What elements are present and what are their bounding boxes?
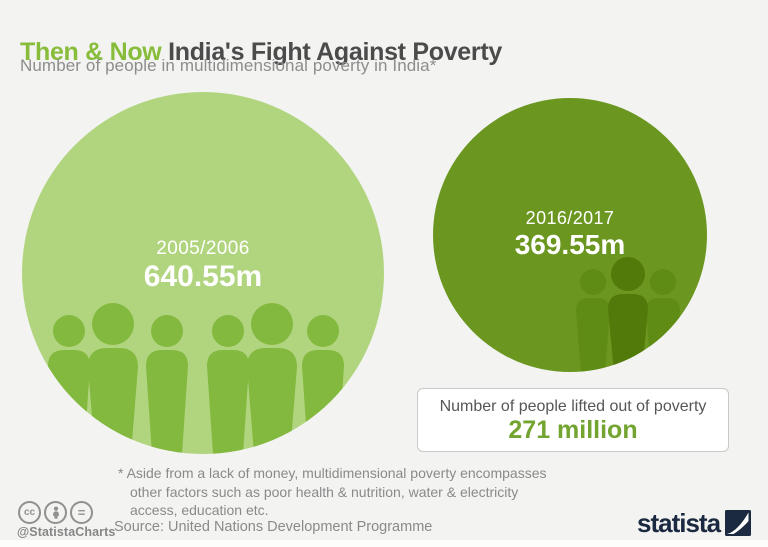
people-group-2016-front: [608, 257, 648, 372]
title-rest: India's Fight Against Poverty: [168, 37, 502, 66]
person-icon: [48, 315, 90, 454]
person-icon: [247, 303, 297, 454]
person-icon: [608, 257, 648, 372]
person-icon: [88, 303, 138, 454]
circle-2005-label: 2005/2006 640.55m: [22, 238, 384, 293]
statista-logo[interactable]: statista: [637, 508, 752, 538]
person-icon: [146, 315, 188, 454]
year-label: 2016/2017: [525, 208, 615, 228]
circle-2016-label: 2016/2017 369.55m: [433, 208, 707, 260]
callout-label: Number of people lifted out of poverty: [439, 398, 707, 415]
cc-license-badges[interactable]: cc =: [18, 501, 93, 524]
footnote-line: access, education etc.: [130, 502, 269, 518]
callout-box: Number of people lifted out of poverty 2…: [417, 388, 729, 452]
circle-2005: 2005/2006 640.55m: [22, 92, 384, 454]
circle-2016: 2016/2017 369.55m: [433, 98, 707, 372]
page-subtitle: Number of people in multidimensional pov…: [20, 56, 437, 75]
footnote: * Aside from a lack of money, multidimen…: [118, 464, 547, 520]
attribution-person-glyph: [52, 506, 59, 519]
people-group-2005: [48, 303, 344, 454]
attribution-person-icon[interactable]: [44, 501, 67, 524]
callout-value: 271 million: [508, 416, 638, 444]
footnote-line: other factors such as poor health & nutr…: [130, 483, 519, 500]
statista-handle[interactable]: @StatistaCharts: [17, 525, 116, 539]
people-group-2016-back: [576, 269, 680, 372]
bottom-strip: [0, 540, 768, 547]
person-icon: [207, 315, 249, 454]
value-label: 369.55m: [514, 229, 626, 260]
statista-logo-text: statista: [637, 508, 721, 538]
source-line: Source: United Nations Development Progr…: [114, 519, 433, 535]
value-label: 640.55m: [143, 260, 263, 293]
person-icon: [646, 269, 680, 372]
year-label: 2005/2006: [156, 238, 250, 259]
page-title: Then & Now India's Fight Against Poverty: [20, 38, 502, 67]
circle-2016-graphic: [433, 98, 707, 372]
person-icon: [302, 315, 344, 454]
equals-icon[interactable]: =: [70, 501, 93, 524]
circle-2005-graphic: [22, 92, 384, 454]
cc-icon[interactable]: cc: [18, 501, 41, 524]
person-icon: [576, 269, 610, 372]
statista-logo-icon: [725, 510, 752, 536]
footnote-line: * Aside from a lack of money, multidimen…: [118, 465, 547, 481]
title-highlight: Then & Now: [20, 37, 162, 66]
